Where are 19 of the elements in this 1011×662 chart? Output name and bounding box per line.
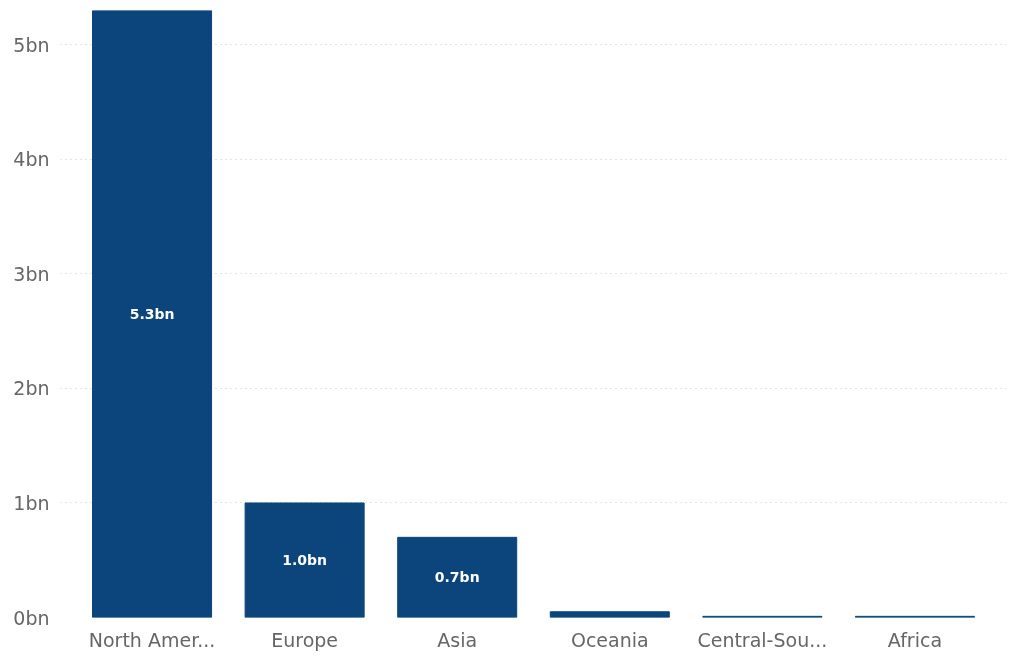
bar <box>92 10 213 618</box>
y-tick-label: 2bn <box>13 377 50 400</box>
y-tick-label: 0bn <box>13 606 50 629</box>
x-tick-label: Central-Sou... <box>697 628 828 651</box>
y-tick-label: 3bn <box>13 262 50 285</box>
x-tick-label: Europe <box>271 628 339 651</box>
data-label: 5.3bn <box>129 306 175 322</box>
bar <box>244 502 365 618</box>
bar <box>549 611 670 618</box>
y-tick-label: 4bn <box>13 148 50 171</box>
x-tick-label: Asia <box>437 628 478 651</box>
y-tick-label: 1bn <box>13 491 50 514</box>
x-tick-label: Oceania <box>570 628 649 651</box>
y-tick-label: 5bn <box>13 33 50 56</box>
x-tick-label: Africa <box>887 628 943 651</box>
data-label: 0.7bn <box>434 569 480 586</box>
bar <box>397 536 518 618</box>
x-tick-label: North Amer... <box>88 628 216 651</box>
data-label: 1.0bn <box>282 552 328 569</box>
